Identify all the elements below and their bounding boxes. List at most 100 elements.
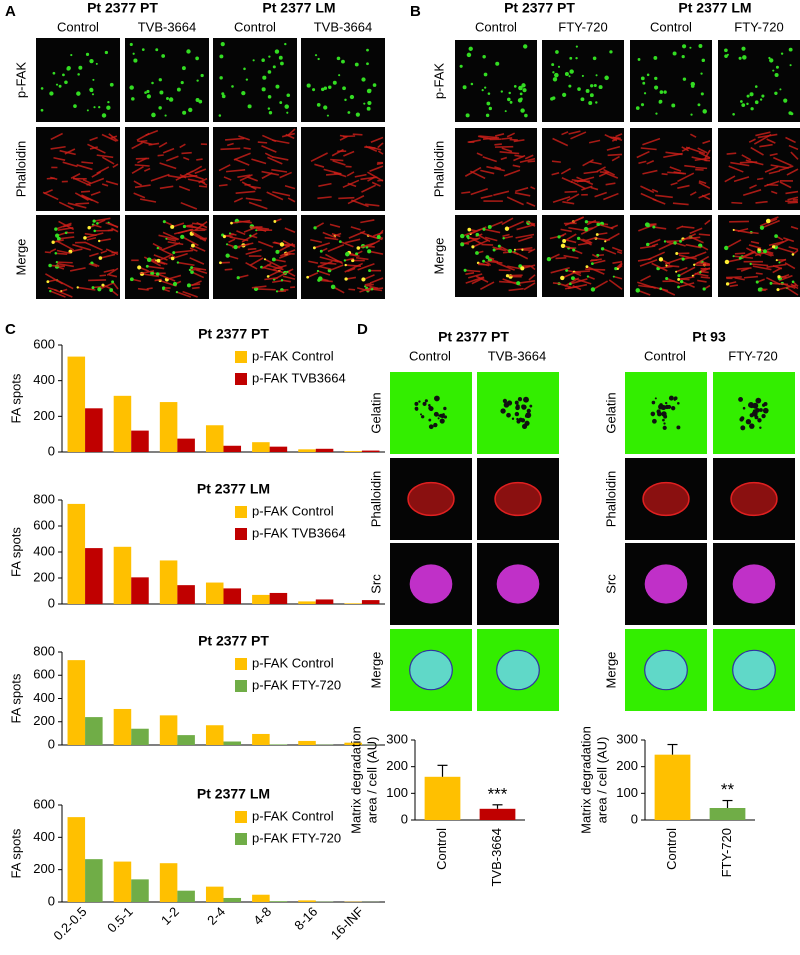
hole bbox=[759, 426, 762, 429]
fiber bbox=[331, 232, 341, 238]
hole bbox=[745, 419, 752, 425]
y-tick-label: 600 bbox=[33, 336, 55, 351]
fiber bbox=[564, 190, 578, 193]
fiber bbox=[369, 277, 384, 284]
hole bbox=[514, 400, 519, 405]
fiber bbox=[560, 167, 571, 175]
spot bbox=[568, 75, 571, 78]
fiber bbox=[523, 282, 536, 291]
fiber bbox=[572, 284, 582, 291]
fiber bbox=[360, 219, 375, 224]
fiber bbox=[755, 272, 763, 275]
fiber bbox=[62, 161, 78, 168]
bar bbox=[654, 754, 691, 820]
group-title: Pt 93 bbox=[692, 329, 726, 345]
spot bbox=[750, 107, 754, 111]
fiber bbox=[218, 164, 231, 172]
fiber bbox=[377, 142, 384, 149]
column-label: FTY-720 bbox=[558, 19, 607, 34]
hole bbox=[516, 417, 519, 421]
bar bbox=[205, 582, 224, 604]
cell bbox=[642, 481, 690, 517]
fiber bbox=[561, 131, 569, 136]
hole bbox=[652, 418, 657, 424]
fiber bbox=[345, 264, 362, 267]
fiber bbox=[247, 176, 258, 182]
spot bbox=[172, 251, 176, 255]
bar bbox=[479, 808, 516, 820]
fiber bbox=[162, 231, 180, 241]
fiber bbox=[568, 130, 581, 135]
fiber bbox=[162, 147, 175, 154]
hole bbox=[523, 396, 529, 403]
y-axis-label: FA spots bbox=[8, 373, 23, 423]
fiber bbox=[220, 147, 241, 151]
fiber bbox=[273, 258, 286, 263]
spot bbox=[349, 94, 355, 100]
fiber bbox=[44, 251, 51, 254]
spot bbox=[78, 65, 83, 70]
fiber bbox=[704, 149, 711, 159]
spot bbox=[190, 270, 194, 274]
fiber bbox=[636, 150, 650, 159]
spot bbox=[96, 222, 99, 225]
fiber bbox=[88, 263, 98, 268]
fiber bbox=[470, 170, 486, 180]
spot bbox=[521, 83, 526, 88]
legend-label: p-FAK TVB3664 bbox=[252, 370, 346, 385]
fiber bbox=[494, 133, 505, 137]
fiber bbox=[245, 197, 262, 202]
spot bbox=[286, 93, 291, 98]
panel-label: A bbox=[5, 3, 16, 20]
fiber bbox=[492, 246, 507, 252]
spot bbox=[268, 111, 273, 115]
hole bbox=[418, 400, 421, 403]
fiber bbox=[261, 145, 277, 153]
fiber bbox=[613, 275, 623, 280]
fiber bbox=[506, 220, 525, 230]
spot bbox=[247, 104, 252, 109]
fiber bbox=[773, 156, 792, 167]
fiber bbox=[281, 279, 291, 283]
hole bbox=[506, 412, 511, 418]
fiber bbox=[514, 246, 533, 251]
fiber bbox=[348, 230, 366, 239]
spot bbox=[724, 259, 730, 265]
spot bbox=[690, 113, 693, 116]
spot bbox=[590, 84, 594, 88]
spot bbox=[772, 69, 775, 72]
fiber bbox=[603, 192, 619, 201]
spot bbox=[51, 240, 55, 244]
fiber bbox=[748, 138, 756, 143]
fiber bbox=[496, 262, 515, 271]
y-tick-label: 300 bbox=[616, 731, 638, 746]
fiber bbox=[736, 267, 752, 270]
hole bbox=[422, 401, 427, 406]
spot bbox=[249, 234, 252, 237]
spot bbox=[170, 224, 175, 229]
spot bbox=[278, 55, 283, 60]
spot bbox=[180, 234, 185, 240]
row-label: Merge bbox=[13, 239, 28, 276]
fiber bbox=[785, 190, 799, 195]
fiber bbox=[465, 276, 485, 284]
spot bbox=[361, 77, 366, 82]
micrograph bbox=[213, 215, 297, 299]
micrograph bbox=[625, 543, 707, 625]
spot bbox=[268, 55, 271, 58]
fiber bbox=[167, 241, 184, 246]
spot bbox=[266, 275, 270, 278]
fiber bbox=[131, 142, 143, 150]
spot bbox=[693, 263, 696, 267]
fiber bbox=[224, 268, 233, 271]
row-label: Phalloidin bbox=[13, 141, 28, 197]
hole bbox=[667, 404, 672, 409]
spot bbox=[568, 84, 572, 88]
y-tick-label: 200 bbox=[33, 713, 55, 728]
spot bbox=[724, 48, 728, 53]
spot bbox=[46, 280, 50, 284]
fiber bbox=[766, 263, 787, 269]
spot bbox=[754, 100, 759, 105]
y-tick-label: 0 bbox=[48, 443, 55, 458]
fiber bbox=[191, 231, 207, 241]
